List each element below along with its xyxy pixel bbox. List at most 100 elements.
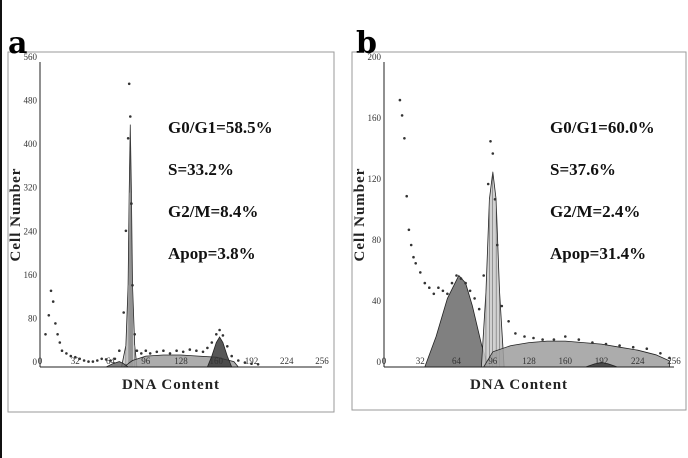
data-point-b <box>446 292 449 296</box>
data-point-b <box>468 289 472 293</box>
x-tick-label-b: 160 <box>559 356 573 366</box>
data-point-b <box>500 304 504 308</box>
data-point-b <box>591 341 594 344</box>
data-point-b <box>407 228 411 232</box>
y-tick-label-a: 480 <box>24 96 38 106</box>
y-tick-label-a: 320 <box>24 183 38 193</box>
data-point-b <box>423 281 427 285</box>
data-point-a <box>210 341 214 344</box>
data-point-b <box>507 320 510 323</box>
data-point-b <box>489 140 492 143</box>
data-point-a <box>100 357 103 361</box>
series-s-b <box>483 340 670 368</box>
data-point-a <box>237 359 240 362</box>
x-tick-label-b: 128 <box>522 356 536 366</box>
x-tick-label-a: 128 <box>174 356 188 366</box>
stat-s-b: S=37.6% <box>550 160 616 179</box>
x-tick-label-b: 192 <box>595 356 609 366</box>
data-point-b <box>473 297 476 300</box>
data-point-b <box>398 98 402 102</box>
data-point-a <box>118 349 121 353</box>
data-point-a <box>181 350 185 354</box>
data-point-a <box>201 350 205 354</box>
data-point-b <box>631 345 635 349</box>
data-point-a <box>168 352 172 355</box>
panel-label-b: b <box>356 26 377 61</box>
data-point-a <box>215 333 218 336</box>
x-axis-title-a: DNA Content <box>122 377 220 393</box>
data-point-a <box>127 82 131 86</box>
data-point-a <box>221 334 225 337</box>
data-point-a <box>82 359 86 362</box>
x-tick-label-a: 256 <box>315 356 329 366</box>
data-point-b <box>482 274 485 277</box>
data-point-b <box>514 332 517 335</box>
data-point-a <box>78 357 81 361</box>
y-tick-label-a: 240 <box>24 226 38 236</box>
histogram-b: 0 32 64 96 128 160 192 224 256 0 40 80 120 160 200 DNA … <box>351 51 687 411</box>
data-point-a <box>47 314 51 317</box>
data-point-a <box>256 363 260 366</box>
data-point-a <box>206 346 209 350</box>
x-tick-label-a: 160 <box>210 356 224 366</box>
x-tick-label-a: 32 <box>71 356 80 366</box>
x-tick-label-b: 32 <box>416 356 425 366</box>
x-tick-label-b: 224 <box>631 356 645 366</box>
x-tick-label-a: 0 <box>38 356 43 366</box>
y-axis-title-b: Cell Number <box>352 168 368 262</box>
data-point-b <box>412 255 415 259</box>
data-point-b <box>491 152 495 155</box>
y-tick-label-b: 80 <box>372 235 382 245</box>
data-point-b <box>450 281 454 285</box>
x-axis-title-b: DNA Content <box>470 377 568 393</box>
y-tick-label-a: 80 <box>28 313 38 323</box>
data-point-a <box>188 348 192 351</box>
data-point-b <box>552 338 556 341</box>
stat-g2m-a: G2/M=8.4% <box>168 202 259 221</box>
data-point-a <box>162 349 165 353</box>
data-point-a <box>122 311 125 314</box>
data-point-a <box>56 333 59 336</box>
plot-frame-a <box>7 51 335 413</box>
data-point-a <box>155 350 159 354</box>
data-point-b <box>523 335 526 338</box>
data-point-a <box>226 345 229 348</box>
data-point-a <box>195 349 198 353</box>
y-tick-label-a: 0 <box>33 357 38 367</box>
y-tick-label-b: 0 <box>377 357 382 367</box>
data-point-a <box>126 137 130 140</box>
data-point-b <box>409 243 413 247</box>
y-tick-label-b: 200 <box>368 52 382 62</box>
data-point-b <box>645 347 649 351</box>
data-point-a <box>54 322 57 325</box>
data-point-b <box>419 271 422 274</box>
data-point-a <box>109 359 112 362</box>
histogram-a: 0 32 64 96 128 160 192 224 256 0 80 160 240 320 400 480… <box>7 51 335 413</box>
x-tick-label-a: 96 <box>141 356 151 366</box>
data-point-a <box>250 362 253 366</box>
data-point-a <box>74 355 77 359</box>
data-point-a <box>51 300 55 303</box>
panel-label-a: a <box>8 26 28 61</box>
data-point-b <box>618 344 621 347</box>
x-tick-label-a: 192 <box>245 356 259 366</box>
stat-s-a: S=33.2% <box>168 160 234 179</box>
data-point-b <box>459 277 463 280</box>
data-point-a <box>133 333 136 336</box>
data-point-a <box>49 289 53 293</box>
data-point-a <box>218 328 221 332</box>
panel-a: 0 32 64 96 128 160 192 224 256 0 80 160 240 320 400 480… <box>0 0 340 420</box>
data-point-a <box>144 349 148 353</box>
data-point-b <box>577 338 581 341</box>
data-point-a <box>113 357 117 361</box>
x-tick-label-b: 96 <box>488 356 498 366</box>
data-point-a <box>104 358 108 361</box>
data-point-a <box>96 359 99 362</box>
left-border-rule <box>0 0 2 458</box>
data-point-b <box>496 243 499 247</box>
data-point-a <box>65 352 68 355</box>
data-point-a <box>87 360 90 363</box>
data-point-a <box>91 360 95 363</box>
data-point-b <box>455 274 458 277</box>
data-point-a <box>243 361 247 364</box>
